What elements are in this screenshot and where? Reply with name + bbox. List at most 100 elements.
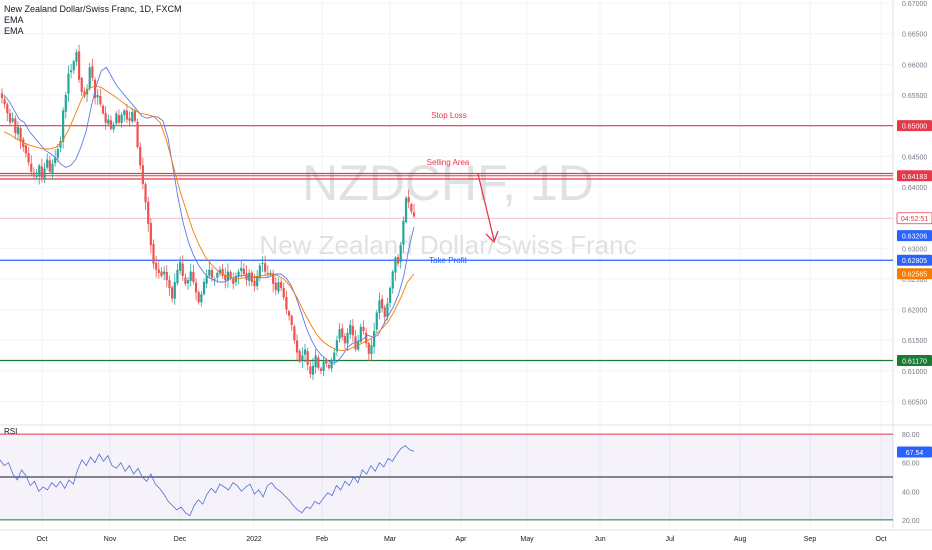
price-badge-label: 0.63206: [902, 234, 927, 241]
candle-body: [88, 67, 91, 89]
candle-body: [404, 198, 408, 223]
take-profit-label[interactable]: Take Profit: [429, 256, 468, 265]
time-axis[interactable]: Oct Nov Dec 2022 Feb Mar Apr May Jun Jul Aug Sep Oct: [37, 536, 887, 543]
candle-body: [147, 201, 150, 224]
annotations: Stop Loss Selling Area Take Profit: [427, 111, 470, 265]
price-badge-label: 0.65000: [902, 124, 927, 131]
candle-body: [317, 357, 320, 368]
candle-body: [107, 119, 110, 124]
price-badge: 0.62805: [897, 254, 932, 266]
candle-body: [343, 336, 346, 344]
candle-body: [346, 332, 349, 344]
candle-body: [311, 365, 315, 375]
candle-body: [141, 165, 144, 184]
candle-body: [128, 117, 131, 121]
candle-body: [70, 70, 73, 73]
candle-body: [43, 168, 46, 179]
stop-loss-label[interactable]: Stop Loss: [431, 111, 467, 120]
candle-body: [295, 340, 299, 353]
price-badge: 04:52:51: [896, 212, 932, 225]
ema-legend-2[interactable]: EMA: [4, 26, 24, 36]
candle-body: [38, 165, 41, 177]
candle-body: [101, 105, 105, 114]
candle-body: [123, 110, 126, 115]
candle-body: [208, 269, 211, 276]
candle-body: [22, 139, 25, 148]
candle-body: [30, 163, 33, 172]
candle-body: [35, 175, 38, 177]
candle-body: [327, 365, 331, 368]
rsi-label[interactable]: RSI: [4, 427, 17, 436]
candle-body: [184, 277, 187, 284]
candle-body: [359, 326, 362, 342]
candle-body: [306, 351, 309, 365]
candle-body: [11, 118, 14, 122]
candle-body: [91, 66, 94, 78]
time-tick-label: Jun: [594, 536, 605, 543]
candle-body: [72, 61, 75, 71]
candle-body: [373, 331, 376, 347]
candle-body: [120, 114, 123, 123]
rsi-label-group: RSI: [4, 427, 17, 436]
candle-body: [245, 273, 248, 281]
price-tick-label: 0.66000: [902, 62, 927, 69]
price-badge-label: 0.64183: [902, 174, 927, 181]
rsi-tick-label: 80.00: [902, 432, 920, 439]
candle-body: [93, 79, 97, 99]
candle-body: [62, 110, 65, 142]
ema-legend-1[interactable]: EMA: [4, 15, 24, 25]
candle-body: [200, 294, 203, 303]
time-tick-label: Oct: [37, 536, 48, 543]
candle-body: [264, 263, 267, 272]
candle-body: [186, 280, 190, 284]
candle-body: [178, 261, 182, 271]
price-badge-label: 0.62805: [902, 258, 927, 265]
candlestick-series: [0, 44, 416, 381]
rsi-pane: [0, 433, 893, 521]
price-badge-bg: [897, 254, 932, 266]
candle-body: [341, 328, 344, 338]
rsi-tick-label: 20.00: [902, 518, 920, 525]
candle-body: [234, 275, 238, 283]
rsi-badge-label: 67.54: [906, 450, 924, 457]
candle-body: [19, 128, 22, 141]
candle-body: [402, 220, 405, 245]
candle-body: [330, 359, 333, 369]
candle-body: [181, 263, 184, 276]
candle-body: [293, 326, 296, 341]
candle-body: [83, 91, 86, 97]
sell-arrow[interactable]: [477, 173, 499, 244]
candle-body: [0, 93, 4, 99]
candle-body: [410, 204, 413, 212]
ema-slow-line: [3, 85, 415, 352]
time-tick-label: May: [520, 536, 534, 543]
horizontal-levels[interactable]: [0, 125, 893, 362]
price-badge-bg: [897, 230, 932, 242]
time-tick-label: 2022: [246, 536, 262, 543]
candle-body: [279, 282, 283, 289]
candle-body: [77, 51, 81, 80]
candle-body: [75, 52, 78, 62]
time-tick-label: Aug: [734, 536, 747, 543]
candle-body: [163, 271, 166, 275]
candle-body: [309, 366, 312, 374]
candle-body: [301, 355, 304, 361]
selling-area-label[interactable]: Selling Area: [427, 158, 470, 167]
price-badge-label: 0.62585: [902, 272, 927, 279]
price-badge: 0.63206: [897, 230, 932, 242]
candle-body: [133, 110, 137, 121]
watermark: NZDCHF, 1D New Zealand Dollar/Swiss Fran…: [259, 155, 636, 260]
symbol-title[interactable]: New Zealand Dollar/Swiss Franc, 1D, FXCM: [4, 4, 182, 14]
candle-body: [48, 160, 51, 172]
candle-body: [285, 297, 288, 310]
price-badge-bg: [897, 120, 932, 132]
candle-body: [165, 271, 168, 281]
candle-body: [274, 282, 277, 290]
candle-body: [192, 271, 195, 282]
candle-body: [229, 271, 232, 278]
candle-body: [298, 351, 301, 362]
candle-body: [277, 282, 280, 292]
candle-body: [189, 271, 192, 281]
candle-body: [155, 262, 158, 270]
